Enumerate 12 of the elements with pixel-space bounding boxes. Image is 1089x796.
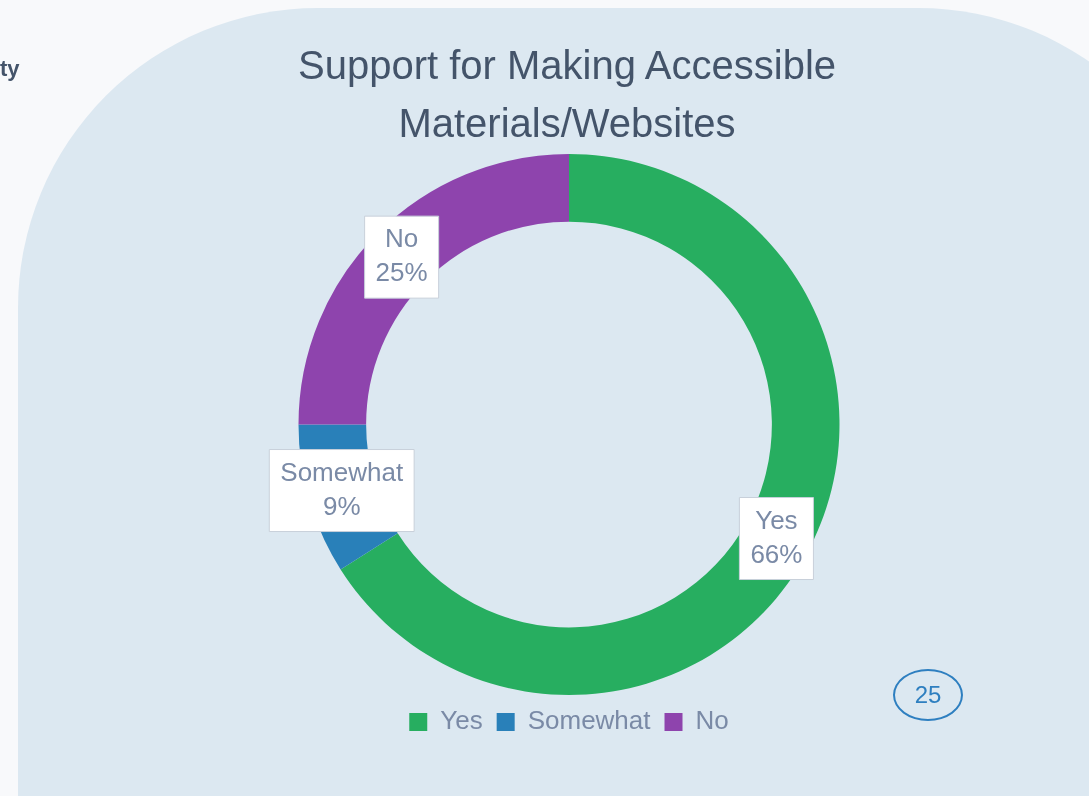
slice-label: Somewhat: [280, 456, 404, 487]
data-label: 66%: [750, 538, 803, 569]
chart-title: Support for Making Accessible Materials/Websites: [296, 42, 837, 147]
text: 25: [893, 669, 963, 721]
slice-label: Yes: [755, 504, 798, 535]
slice-label: No: [385, 223, 419, 254]
text: ty: [0, 56, 20, 82]
legend-label: Yes: [440, 705, 483, 736]
data-label: 25%: [375, 257, 428, 288]
legend-label: Somewhat: [527, 705, 652, 736]
data-label: 9%: [322, 490, 361, 521]
legend-label: No: [695, 705, 729, 736]
